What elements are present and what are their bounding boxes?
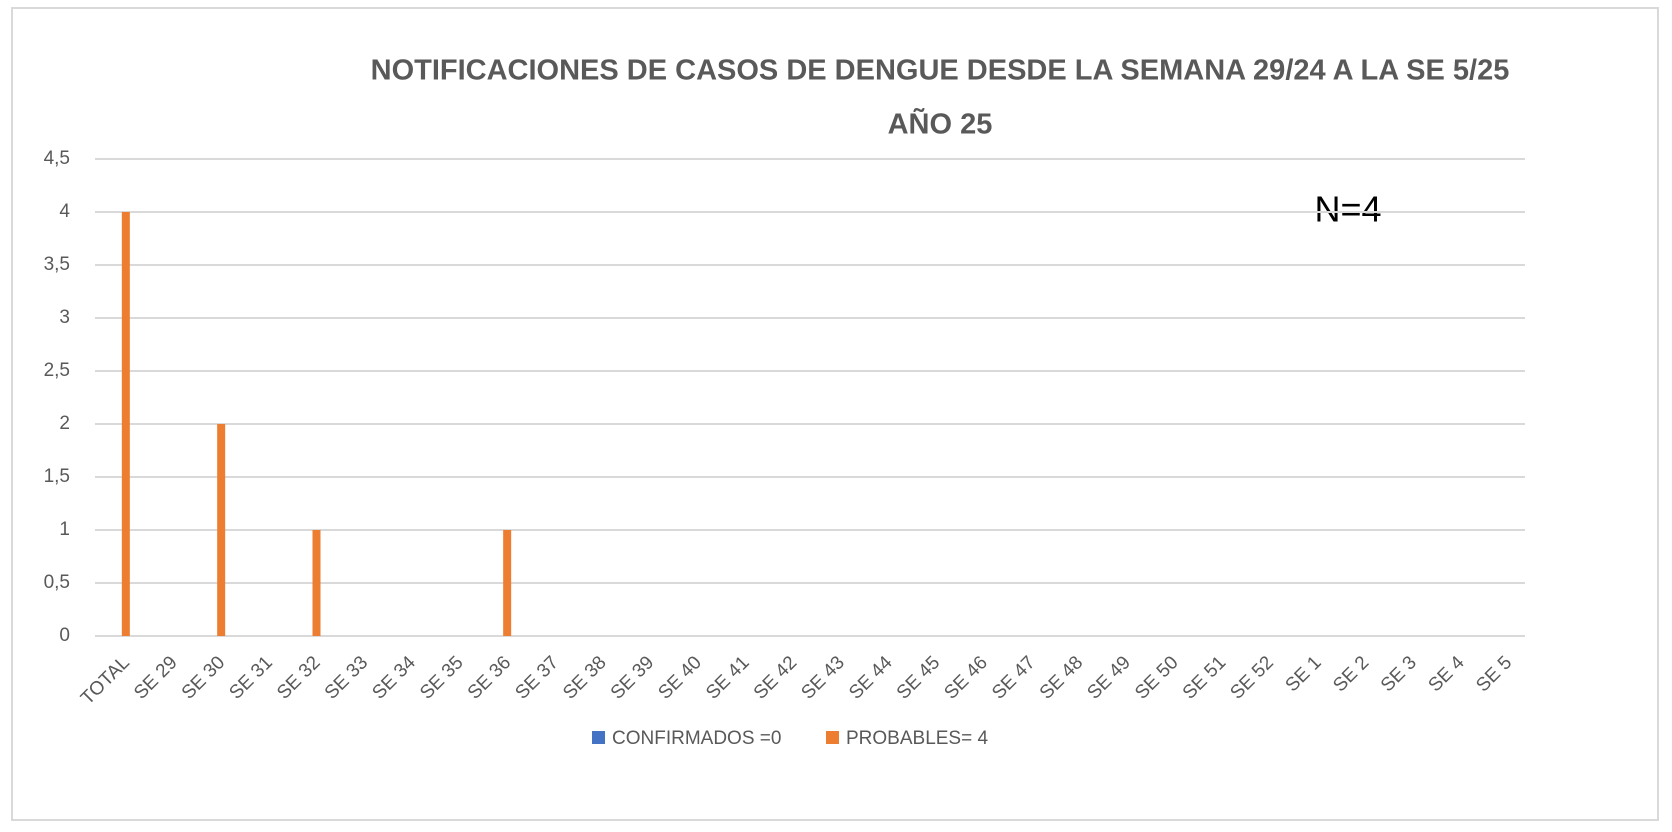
x-tick-label: SE 34 [368, 652, 420, 704]
x-tick-label: SE 33 [321, 652, 372, 703]
y-tick-label: 3,5 [44, 254, 70, 275]
x-tick-label: SE 39 [607, 652, 658, 703]
y-tick-label: 1 [59, 519, 70, 540]
bar [312, 530, 321, 636]
x-tick-label: SE 1 [1282, 652, 1326, 696]
x-tick-label: SE 3 [1377, 652, 1421, 696]
x-tick-label: SE 38 [559, 652, 610, 703]
chart-subtitle: AÑO 25 [888, 107, 993, 141]
bar [121, 212, 130, 636]
x-tick-label: SE 43 [797, 652, 848, 703]
y-tick-label: 0,5 [44, 572, 70, 593]
legend-label: PROBABLES= 4 [846, 728, 988, 749]
y-tick-label: 1,5 [44, 466, 70, 487]
x-tick-label: SE 31 [225, 652, 276, 703]
y-tick-label: 0 [59, 625, 70, 646]
x-tick-label: SE 50 [1131, 652, 1182, 703]
x-tick-label: SE 4 [1425, 652, 1469, 696]
x-tick-label: SE 48 [1036, 652, 1087, 703]
x-tick-label: SE 46 [940, 652, 991, 703]
x-tick-label: TOTAL [77, 652, 134, 709]
x-tick-label: SE 41 [702, 652, 753, 703]
x-tick-label: SE 29 [130, 652, 181, 703]
x-tick-label: SE 35 [416, 652, 467, 703]
chart-title: NOTIFICACIONES DE CASOS DE DENGUE DESDE … [371, 55, 1510, 87]
x-tick-label: SE 47 [988, 652, 1039, 703]
x-tick-label: SE 30 [178, 652, 229, 703]
x-tick-label: SE 49 [1083, 652, 1134, 703]
annotation: N=4 [1314, 189, 1381, 230]
legend-swatch [592, 731, 605, 744]
x-tick-label: SE 51 [1179, 652, 1230, 703]
y-tick-label: 4,5 [44, 148, 70, 169]
x-tick-label: SE 36 [464, 652, 515, 703]
x-tick-label: SE 42 [750, 652, 801, 703]
x-tick-label: SE 32 [273, 652, 324, 703]
x-tick-label: SE 52 [1226, 652, 1277, 703]
x-tick-label: SE 44 [845, 652, 897, 704]
bar [217, 424, 226, 636]
y-tick-label: 4 [59, 201, 70, 222]
legend-label: CONFIRMADOS =0 [612, 728, 781, 749]
x-tick-label: SE 5 [1472, 652, 1516, 696]
x-tick-label: SE 2 [1329, 652, 1373, 696]
x-tick-label: SE 45 [893, 652, 944, 703]
chart-border [11, 7, 1659, 821]
legend-swatch [826, 731, 839, 744]
y-tick-label: 3 [59, 307, 70, 328]
bar [503, 530, 512, 636]
x-tick-label: SE 40 [654, 652, 705, 703]
x-tick-label: SE 37 [511, 652, 562, 703]
y-tick-label: 2 [59, 413, 70, 434]
y-tick-label: 2,5 [44, 360, 70, 381]
